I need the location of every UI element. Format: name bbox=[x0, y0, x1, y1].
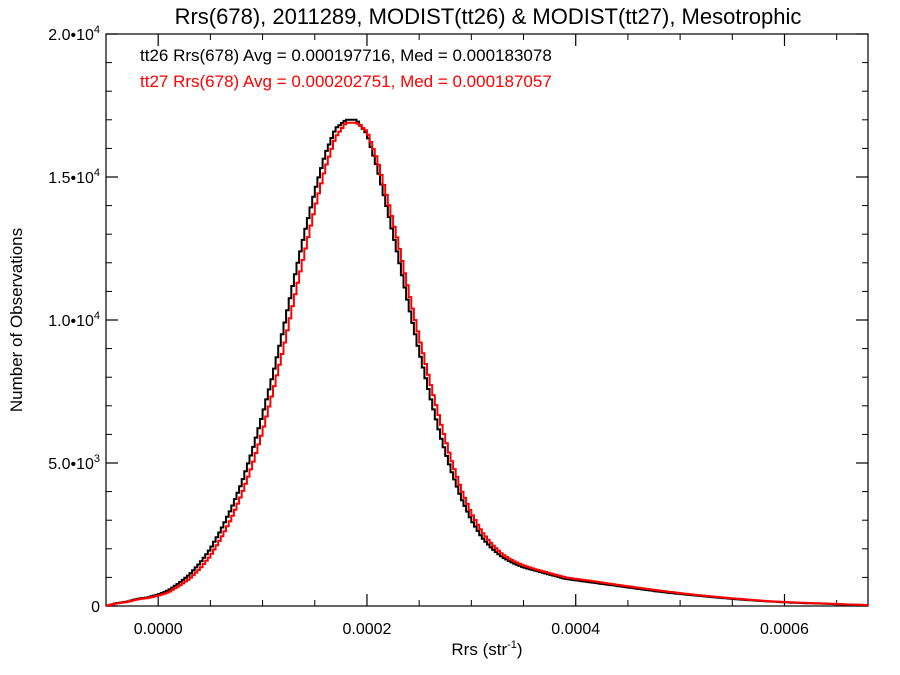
y-tick-label-exp-1: 3 bbox=[94, 453, 100, 465]
x-axis-title-end: ) bbox=[517, 640, 523, 659]
x-axis-title-superscript: -1 bbox=[507, 639, 517, 651]
y-tick-label-4: 2.0•104 bbox=[48, 24, 100, 44]
plot-frame bbox=[105, 33, 869, 607]
y-tick-label-base-2: 1.0•10 bbox=[48, 313, 94, 330]
y-tick-label-exp-3: 4 bbox=[94, 167, 100, 179]
y-tick-label-exp-2: 4 bbox=[94, 310, 100, 322]
y-tick-label-base-3: 1.5•10 bbox=[48, 170, 94, 187]
x-tick-label-2: 0.0004 bbox=[551, 621, 600, 638]
y-tick-label-2: 1.0•104 bbox=[48, 310, 100, 330]
annotation-0: tt26 Rrs(678) Avg = 0.000197716, Med = 0… bbox=[140, 46, 552, 65]
x-tick-label-0: 0.0000 bbox=[134, 621, 183, 638]
y-tick-label-1: 5.0•103 bbox=[48, 453, 100, 473]
y-tick-label-base-4: 2.0•10 bbox=[48, 27, 94, 44]
y-tick-label-3: 1.5•104 bbox=[48, 167, 100, 187]
x-axis-ticks: 0.0000 0.0002 0.0004 0.0006 bbox=[105, 34, 838, 638]
y-tick-label-0: 0 bbox=[91, 599, 100, 616]
series-layer bbox=[106, 118, 868, 607]
y-tick-label-base-1: 5.0•10 bbox=[48, 456, 94, 473]
x-axis-title: Rrs (str-1) bbox=[451, 639, 522, 659]
series-line-0 bbox=[106, 118, 868, 607]
annotation-1: tt27 Rrs(678) Avg = 0.000202751, Med = 0… bbox=[140, 72, 552, 91]
series-line-1 bbox=[106, 121, 868, 607]
annotations: tt26 Rrs(678) Avg = 0.000197716, Med = 0… bbox=[140, 46, 552, 91]
x-axis-title-main: Rrs (str bbox=[451, 640, 507, 659]
chart-title: Rrs(678), 2011289, MODIST(tt26) & MODIST… bbox=[175, 4, 802, 29]
y-tick-label-exp-4: 4 bbox=[94, 24, 100, 36]
y-axis-title: Number of Observations bbox=[7, 228, 26, 412]
x-tick-label-1: 0.0002 bbox=[342, 621, 391, 638]
x-tick-label-3: 0.0006 bbox=[760, 621, 809, 638]
